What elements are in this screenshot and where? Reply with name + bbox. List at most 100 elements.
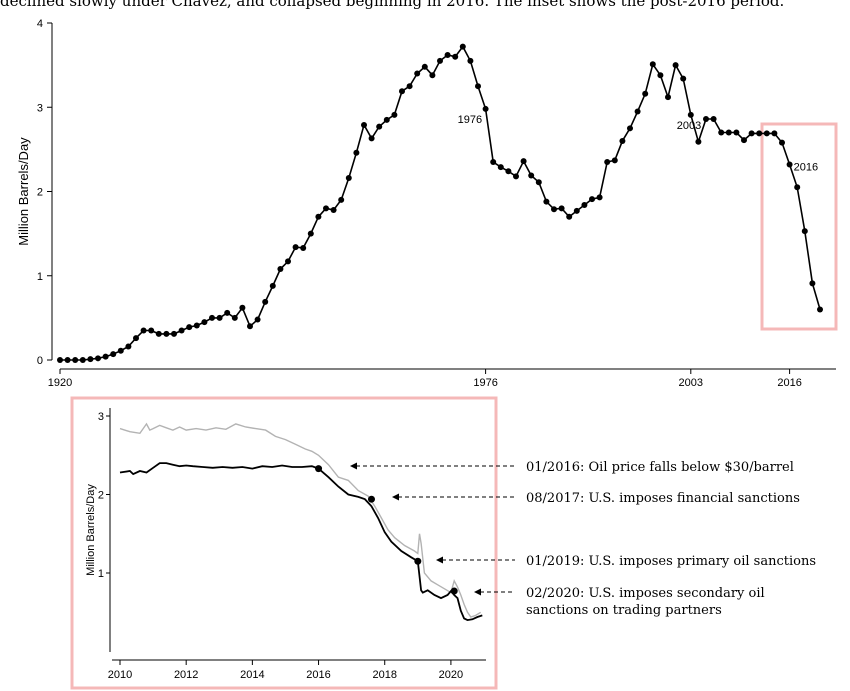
main-data-point [133, 335, 139, 342]
main-data-point [687, 111, 694, 118]
main-y-tick-label: 2 [37, 187, 43, 199]
main-data-point [186, 324, 193, 331]
main-data-point [178, 327, 185, 334]
main-data-point [725, 129, 732, 136]
inset-event-label: 01/2016: Oil price falls below $30/barre… [526, 460, 794, 475]
main-data-point [117, 347, 124, 354]
main-data-point [102, 353, 109, 360]
main-data-point [558, 205, 565, 212]
main-highlight-box [760, 122, 838, 331]
main-data-point [285, 258, 291, 265]
main-data-point [497, 164, 504, 171]
inset-event-arrow [474, 588, 481, 596]
main-data-point [490, 159, 497, 166]
main-data-point [353, 149, 360, 156]
main-data-point [437, 57, 443, 64]
main-data-point [467, 57, 474, 64]
main-data-point [748, 130, 755, 137]
main-data-point [262, 298, 269, 305]
inset-x-tick-label: 2016 [306, 669, 330, 681]
main-data-point [573, 207, 580, 214]
main-data-point [513, 173, 519, 180]
inset-y-axis-title: Million Barrels/Day [85, 484, 97, 576]
main-data-point [376, 123, 383, 130]
inset-event-point [414, 557, 422, 565]
main-data-point [459, 43, 466, 50]
main-data-point [627, 125, 633, 132]
main-data-point [421, 63, 428, 70]
main-data-point [140, 327, 147, 334]
main-data-point [619, 137, 626, 144]
main-data-point [414, 70, 421, 77]
main-data-point [87, 356, 94, 363]
inset-black-line [119, 462, 483, 622]
main-data-point [779, 139, 785, 146]
main-data-point [809, 280, 816, 287]
inset-y-tick-label: 3 [98, 411, 104, 423]
inset-event-point [367, 495, 375, 503]
main-data-point [642, 90, 649, 97]
main-data-point [193, 322, 200, 329]
main-data-point [338, 196, 345, 203]
main-data-point [771, 130, 778, 137]
main-data-point [330, 207, 337, 214]
main-data-point [756, 130, 763, 137]
main-data-point [763, 130, 770, 137]
main-data-point [163, 330, 170, 337]
main-data-point [551, 206, 557, 213]
main-data-point [315, 213, 322, 220]
inset-event-label: 02/2020: U.S. imposes secondary oil [526, 586, 765, 601]
main-data-point [680, 75, 687, 82]
main-data-point [528, 172, 535, 179]
main-y-tick-label: 3 [37, 102, 43, 114]
main-x-tick-label: 2003 [679, 377, 703, 389]
main-data-point [155, 330, 162, 337]
inset-y-tick-label: 1 [98, 568, 104, 580]
inset-x-tick-label: 2014 [240, 669, 264, 681]
main-data-point [79, 357, 86, 363]
main-x-tick-label: 2016 [777, 377, 801, 389]
main-point-label: 2016 [794, 162, 818, 174]
main-x-tick-label: 1920 [48, 377, 72, 389]
inset-y-tick-label: 2 [98, 490, 104, 502]
main-data-point [216, 314, 223, 321]
main-data-point [383, 116, 390, 123]
main-data-point [368, 135, 375, 142]
main-x-tick-label: 1976 [473, 377, 497, 389]
main-data-point [209, 314, 215, 321]
main-y-tick-label: 0 [37, 355, 43, 367]
main-data-point [581, 201, 588, 208]
inset-event-label: 01/2019: U.S. imposes primary oil sancti… [526, 554, 816, 569]
inset-x-tick-label: 2020 [439, 669, 463, 681]
inset-event-arrow [350, 462, 357, 470]
main-y-axis-title: Million Barrels/Day [16, 137, 31, 246]
main-data-point [391, 111, 398, 118]
main-data-point [817, 306, 823, 313]
main-data-point [718, 129, 725, 136]
main-data-point [239, 304, 246, 311]
main-data-point [520, 158, 527, 165]
main-data-point [657, 72, 664, 79]
main-data-point [794, 184, 801, 191]
main-data-point [566, 213, 573, 220]
main-data-point [543, 198, 550, 205]
main-point-label: 1976 [458, 114, 482, 126]
main-data-point [741, 137, 747, 144]
main-data-point [672, 62, 679, 69]
main-y-tick-label: 1 [37, 271, 43, 283]
main-data-point [148, 327, 155, 334]
main-data-point [604, 159, 611, 166]
inset-event-label: 08/2017: U.S. imposes financial sanction… [526, 491, 800, 506]
main-data-point [452, 53, 459, 60]
inset-x-tick-label: 2018 [372, 669, 396, 681]
inset-event-arrow [436, 556, 443, 564]
main-data-point [710, 116, 717, 123]
main-production-line [60, 45, 821, 361]
main-data-point [703, 116, 709, 123]
main-data-point [292, 244, 299, 251]
main-data-point [801, 228, 808, 235]
inset-event-label-line2: sanctions on trading partners [526, 603, 722, 618]
inset-x-tick-label: 2010 [108, 669, 132, 681]
main-data-point [596, 194, 603, 201]
main-data-point [110, 351, 117, 358]
